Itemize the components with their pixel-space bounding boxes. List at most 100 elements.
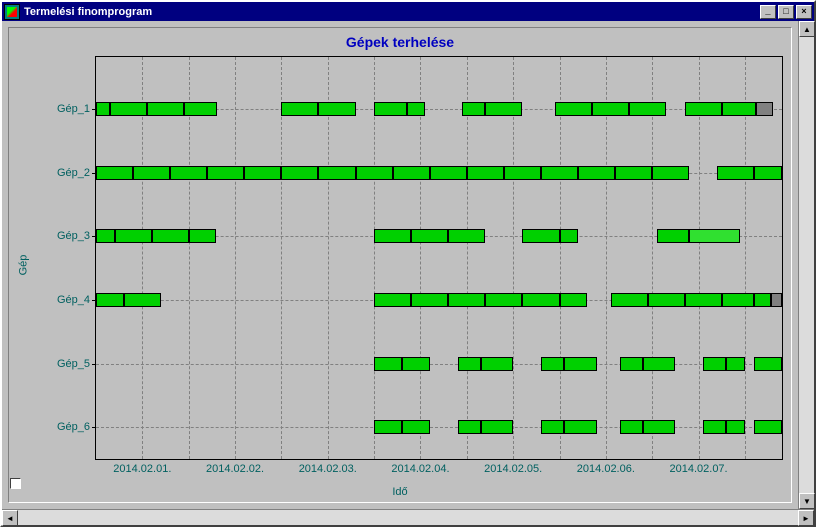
gantt-bar[interactable] <box>564 420 596 434</box>
gantt-bar[interactable] <box>541 420 564 434</box>
gantt-bar[interactable] <box>402 420 430 434</box>
titlebar[interactable]: Termelési finomprogram _ □ × <box>2 2 814 21</box>
gantt-bar[interactable] <box>448 229 485 243</box>
gantt-bar[interactable] <box>393 166 430 180</box>
gantt-bar[interactable] <box>407 102 426 116</box>
gantt-bar[interactable] <box>722 102 756 116</box>
gantt-bar[interactable] <box>629 102 666 116</box>
gantt-bar[interactable] <box>356 166 393 180</box>
gantt-bar[interactable] <box>96 229 115 243</box>
gantt-bar[interactable] <box>189 229 217 243</box>
gantt-bar[interactable] <box>522 229 559 243</box>
gantt-bar[interactable] <box>615 166 652 180</box>
hscroll-track[interactable] <box>18 510 798 525</box>
vertical-scrollbar[interactable]: ▲ ▼ <box>798 21 814 509</box>
gantt-bar[interactable] <box>620 420 643 434</box>
gantt-bar[interactable] <box>578 166 615 180</box>
gantt-bar[interactable] <box>318 102 355 116</box>
gantt-bar[interactable] <box>555 102 592 116</box>
gantt-bar[interactable] <box>560 293 588 307</box>
gantt-bar[interactable] <box>481 420 513 434</box>
gantt-bar[interactable] <box>560 229 579 243</box>
gantt-bar[interactable] <box>96 102 110 116</box>
chart-container: Gépek terhelése Gép Idő 2014.02.01.2014.… <box>2 21 798 509</box>
gantt-bar[interactable] <box>244 166 281 180</box>
horizontal-scrollbar[interactable]: ◄ ► <box>2 509 814 525</box>
gantt-bar[interactable] <box>485 102 522 116</box>
scroll-up-button[interactable]: ▲ <box>799 21 815 37</box>
app-window: Termelési finomprogram _ □ × Gépek terhe… <box>0 0 816 527</box>
gantt-bar[interactable] <box>184 102 216 116</box>
gantt-bar[interactable] <box>648 293 685 307</box>
minimize-button[interactable]: _ <box>760 5 776 19</box>
gantt-bar[interactable] <box>504 166 541 180</box>
close-button[interactable]: × <box>796 5 812 19</box>
gantt-bar[interactable] <box>754 420 782 434</box>
gantt-bar[interactable] <box>402 357 430 371</box>
gantt-bar[interactable] <box>722 293 754 307</box>
gantt-bar[interactable] <box>411 229 448 243</box>
gantt-bar[interactable] <box>448 293 485 307</box>
gantt-bar[interactable] <box>462 102 485 116</box>
gantt-bar[interactable] <box>485 293 522 307</box>
gantt-bar[interactable] <box>564 357 596 371</box>
scroll-left-button[interactable]: ◄ <box>2 510 18 526</box>
gantt-bar[interactable] <box>110 102 147 116</box>
gantt-bar[interactable] <box>657 229 689 243</box>
gantt-bar[interactable] <box>170 166 207 180</box>
gantt-bar[interactable] <box>771 293 782 307</box>
gantt-bar[interactable] <box>717 166 754 180</box>
gantt-bar[interactable] <box>281 102 318 116</box>
gantt-bar[interactable] <box>318 166 355 180</box>
gantt-bar[interactable] <box>611 293 648 307</box>
gridline-v <box>328 57 329 459</box>
gantt-bar[interactable] <box>685 293 722 307</box>
gantt-bar[interactable] <box>281 166 318 180</box>
gantt-bar[interactable] <box>703 357 726 371</box>
gantt-bar[interactable] <box>374 420 402 434</box>
gantt-bar[interactable] <box>411 293 448 307</box>
gantt-bar[interactable] <box>467 166 504 180</box>
gantt-bar[interactable] <box>689 229 740 243</box>
gantt-bar[interactable] <box>96 293 124 307</box>
gantt-bar[interactable] <box>147 102 184 116</box>
gantt-bar[interactable] <box>754 166 782 180</box>
scroll-right-button[interactable]: ► <box>798 510 814 526</box>
maximize-button[interactable]: □ <box>778 5 794 19</box>
gantt-bar[interactable] <box>374 229 411 243</box>
gantt-bar[interactable] <box>458 420 481 434</box>
gantt-bar[interactable] <box>620 357 643 371</box>
gantt-bar[interactable] <box>152 229 189 243</box>
row-label: Gép_5 <box>57 358 90 370</box>
gantt-bar[interactable] <box>685 102 722 116</box>
gantt-bar[interactable] <box>754 293 771 307</box>
x-tick-label: 2014.02.02. <box>206 463 264 475</box>
gantt-bar[interactable] <box>703 420 726 434</box>
gantt-bar[interactable] <box>374 102 406 116</box>
vscroll-track[interactable] <box>799 37 814 493</box>
gantt-bar[interactable] <box>124 293 161 307</box>
gantt-bar[interactable] <box>115 229 152 243</box>
gantt-bar[interactable] <box>643 357 675 371</box>
plot-area[interactable]: 2014.02.01.2014.02.02.2014.02.03.2014.02… <box>95 56 783 460</box>
gantt-bar[interactable] <box>458 357 481 371</box>
gantt-bar[interactable] <box>726 357 745 371</box>
gantt-bar[interactable] <box>541 357 564 371</box>
gantt-bar[interactable] <box>481 357 513 371</box>
gantt-bar[interactable] <box>374 293 411 307</box>
gantt-bar[interactable] <box>541 166 578 180</box>
gantt-bar[interactable] <box>133 166 170 180</box>
toggle-checkbox[interactable] <box>10 478 21 489</box>
gantt-bar[interactable] <box>754 357 782 371</box>
gantt-bar[interactable] <box>522 293 559 307</box>
gantt-bar[interactable] <box>430 166 467 180</box>
gantt-bar[interactable] <box>726 420 745 434</box>
gantt-bar[interactable] <box>374 357 402 371</box>
gantt-bar[interactable] <box>652 166 689 180</box>
gantt-bar[interactable] <box>643 420 675 434</box>
scroll-down-button[interactable]: ▼ <box>799 493 815 509</box>
gantt-bar[interactable] <box>592 102 629 116</box>
gantt-bar[interactable] <box>207 166 244 180</box>
gantt-bar[interactable] <box>756 102 773 116</box>
gantt-bar[interactable] <box>96 166 133 180</box>
